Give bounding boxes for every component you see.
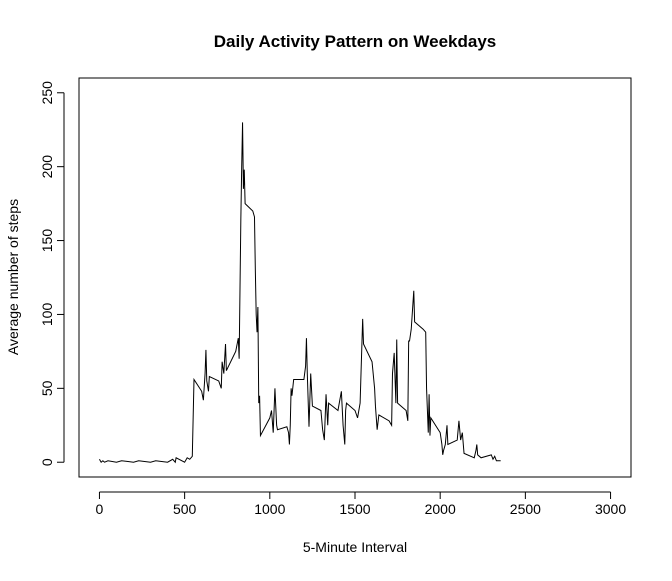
x-tick-label: 2500 [510,501,541,517]
y-tick-label: 150 [39,229,55,253]
x-tick-label: 3000 [595,501,626,517]
y-tick-label: 0 [39,458,55,466]
x-tick-label: 0 [96,501,104,517]
y-tick-label: 50 [39,380,55,396]
x-tick-label: 1500 [339,501,370,517]
chart-title: Daily Activity Pattern on Weekdays [214,32,497,51]
data-line [99,122,501,464]
x-axis-label: 5-Minute Interval [303,539,407,555]
y-axis-label: Average number of steps [5,199,21,355]
y-tick-label: 100 [39,303,55,327]
plot-frame [78,77,632,478]
y-tick-label: 250 [39,81,55,105]
y-tick-label: 200 [39,155,55,179]
x-tick-label: 500 [173,501,197,517]
x-tick-label: 1000 [254,501,285,517]
x-tick-label: 2000 [425,501,456,517]
